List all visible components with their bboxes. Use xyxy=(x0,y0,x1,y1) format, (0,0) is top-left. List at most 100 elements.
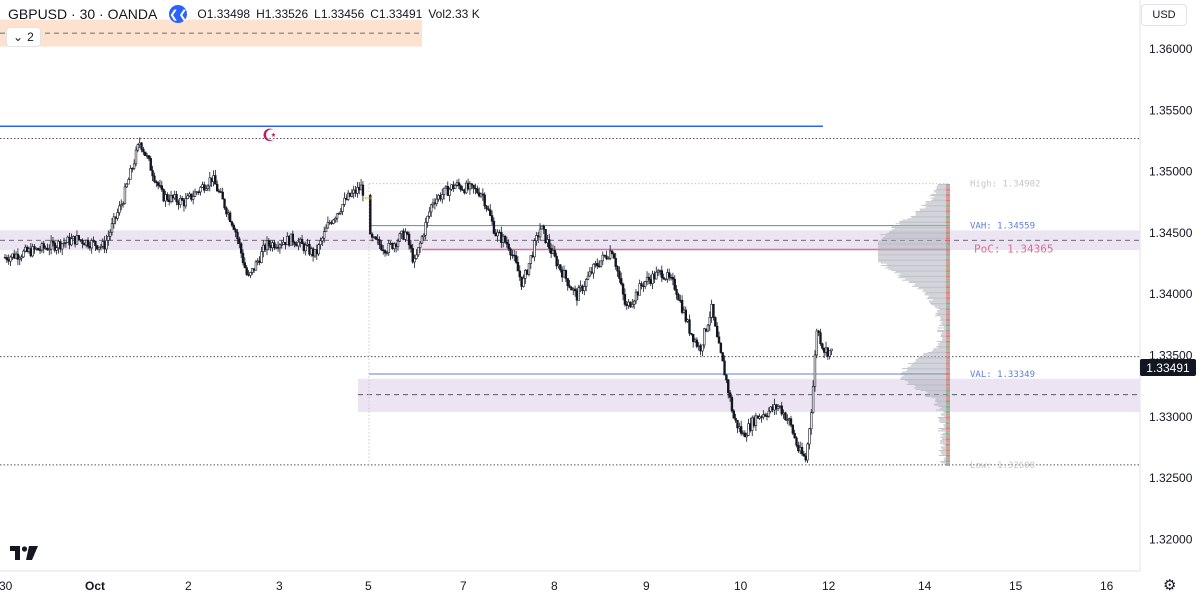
candle-body xyxy=(111,224,113,233)
candle xyxy=(58,240,60,254)
candle xyxy=(128,177,130,184)
candle xyxy=(652,271,654,289)
candle xyxy=(17,248,19,265)
collapse-legend-icon[interactable]: ❮❮ xyxy=(169,5,187,23)
candle xyxy=(720,342,722,354)
candle-body xyxy=(449,189,451,195)
candle-body xyxy=(742,433,744,434)
candle xyxy=(10,255,12,266)
candle-body xyxy=(89,246,91,248)
candle xyxy=(648,273,650,285)
candle xyxy=(666,269,668,283)
candle-body xyxy=(100,246,102,247)
symbol-legend: GBPUSD · 30 · OANDA ❮❮ O1.33498 H1.33526… xyxy=(8,5,480,23)
candle xyxy=(831,349,833,356)
candle-body xyxy=(131,168,133,169)
candle xyxy=(312,247,314,262)
candle xyxy=(205,185,207,191)
candle-body xyxy=(6,258,8,260)
candle-body xyxy=(679,300,681,301)
currency-selector[interactable]: USD xyxy=(1141,4,1187,26)
candle xyxy=(650,275,652,286)
candle-body xyxy=(74,236,76,244)
candle-body xyxy=(310,249,312,255)
candle xyxy=(344,192,346,206)
candle-body xyxy=(273,243,275,248)
candle xyxy=(345,194,347,200)
symbol-title[interactable]: GBPUSD · 30 · OANDA xyxy=(8,6,157,22)
candle xyxy=(582,284,584,293)
candle-body xyxy=(589,272,591,276)
candle-body xyxy=(639,284,641,296)
candle xyxy=(358,182,360,194)
candle-body xyxy=(478,193,480,196)
candle xyxy=(809,428,811,450)
candle xyxy=(694,338,696,343)
candle-body xyxy=(294,242,296,244)
candle xyxy=(731,395,733,413)
candle-body xyxy=(567,279,569,286)
candle-body xyxy=(541,226,543,229)
candle xyxy=(438,194,440,202)
price-tick-label: 1.32000 xyxy=(1149,532,1193,546)
candle-body xyxy=(21,257,23,258)
candle-body xyxy=(19,258,21,259)
candle-body xyxy=(545,229,547,242)
candle xyxy=(456,180,458,187)
candle xyxy=(641,281,643,289)
candle-body xyxy=(737,420,739,428)
candle-body xyxy=(82,240,84,243)
candle-body xyxy=(406,232,408,234)
candle-body xyxy=(174,194,176,198)
candle xyxy=(523,274,525,287)
candle xyxy=(595,261,597,268)
candle xyxy=(561,266,563,282)
candle-body xyxy=(388,243,390,252)
magnet-icon: ☪ xyxy=(262,126,277,145)
candle-body xyxy=(500,232,502,242)
candle-body xyxy=(349,193,351,196)
gear-icon[interactable]: ⚙ xyxy=(1163,576,1176,594)
candle-body xyxy=(495,233,497,235)
candle-body xyxy=(301,239,303,243)
candle xyxy=(356,182,358,198)
candle-body xyxy=(200,187,202,192)
candle-body xyxy=(443,188,445,194)
candle-body xyxy=(548,240,550,249)
ohlc-high: H1.33526 xyxy=(256,7,308,21)
candle-body xyxy=(650,279,652,283)
candle-body xyxy=(790,419,792,425)
indicators-toggle-button[interactable]: ⌄ 2 xyxy=(6,27,41,47)
candle xyxy=(517,256,519,271)
candle xyxy=(618,266,620,282)
candle xyxy=(631,299,633,308)
candle-body xyxy=(41,244,43,250)
candle xyxy=(198,190,200,195)
candle xyxy=(737,420,739,433)
candle-body xyxy=(296,244,298,246)
candle xyxy=(801,443,803,456)
candle-body xyxy=(222,192,224,199)
candle xyxy=(355,186,357,197)
candle xyxy=(487,206,489,211)
tradingview-logo-icon[interactable] xyxy=(10,546,40,565)
candle-body xyxy=(150,158,152,170)
candle xyxy=(460,184,462,192)
candle-body xyxy=(203,185,205,191)
candle-body xyxy=(497,232,499,236)
candle xyxy=(572,287,574,295)
candle xyxy=(384,249,386,256)
candle xyxy=(486,205,488,212)
candle xyxy=(587,272,589,281)
candle-body xyxy=(508,244,510,249)
candle xyxy=(799,442,801,454)
candle xyxy=(117,209,119,221)
candle-body xyxy=(11,254,13,257)
candle xyxy=(642,282,644,292)
candle xyxy=(790,416,792,427)
candle-body xyxy=(574,289,576,291)
time-tick-label: 3 xyxy=(276,579,283,593)
candle xyxy=(617,265,619,277)
